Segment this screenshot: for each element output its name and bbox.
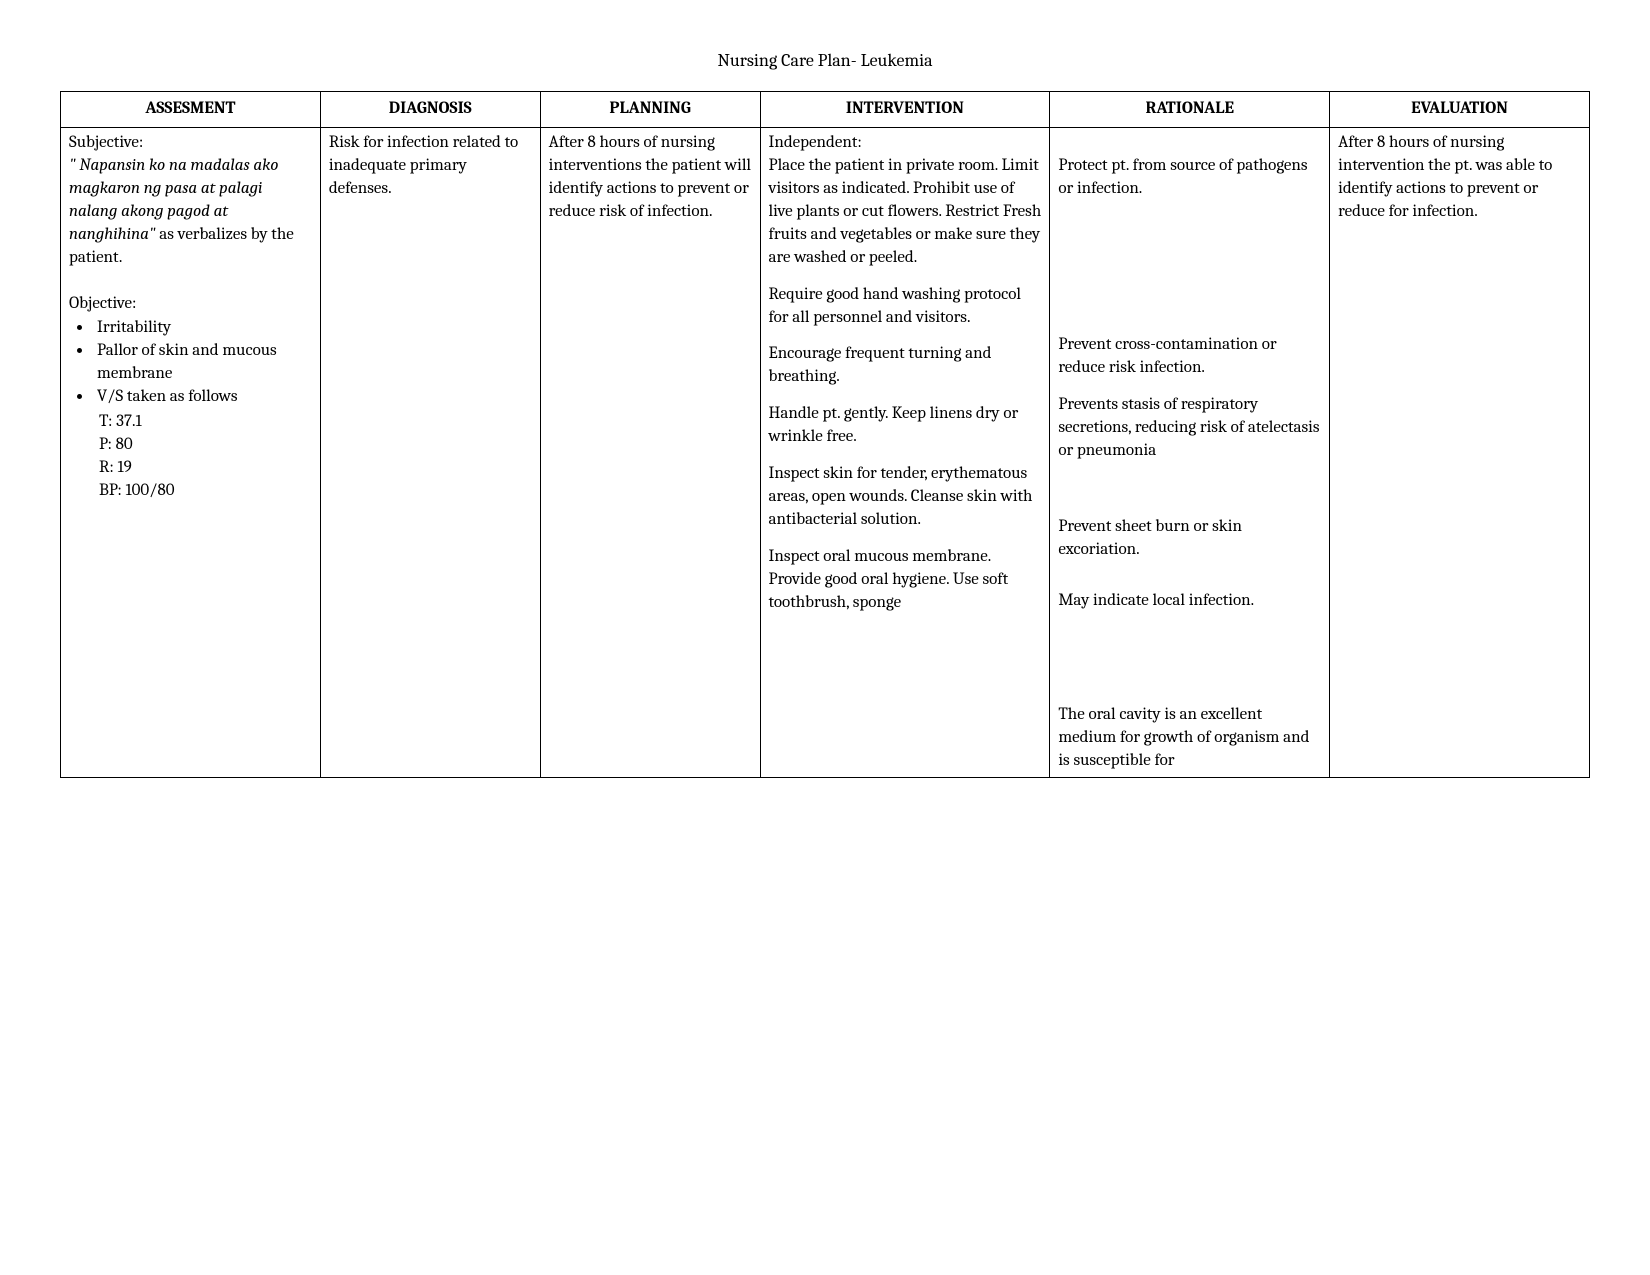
objective-label: Objective: [69, 294, 137, 313]
col-rationale: RATIONALE [1050, 92, 1330, 128]
cell-evaluation: After 8 hours of nursing intervention th… [1330, 127, 1590, 777]
intervention-3: Encourage frequent turning and breathing… [769, 343, 1042, 389]
list-item: Pallor of skin and mucous membrane [93, 340, 312, 386]
subjective-label: Subjective: [69, 133, 143, 152]
rationale-4: Prevent sheet burn or skin excoriation. [1058, 516, 1321, 576]
vital-sign-r: R: 19 [99, 457, 312, 480]
cell-planning: After 8 hours of nursing interventions t… [540, 127, 760, 777]
cell-rationale: Protect pt. from source of pathogens or … [1050, 127, 1330, 777]
rationale-1: Protect pt. from source of pathogens or … [1058, 155, 1321, 320]
intervention-4: Handle pt. gently. Keep linens dry or wr… [769, 403, 1042, 449]
intervention-1: Place the patient in private room. Limit… [769, 155, 1042, 270]
cell-assessment: Subjective: " Napansin ko na madalas ako… [61, 127, 321, 777]
col-assessment: ASSESMENT [61, 92, 321, 128]
list-item: Irritability [93, 317, 312, 340]
vital-sign-bp: BP: 100/80 [99, 480, 312, 503]
care-plan-table: ASSESMENT DIAGNOSIS PLANNING INTERVENTIO… [60, 91, 1590, 778]
list-item: V/S taken as follows [93, 386, 312, 409]
col-planning: PLANNING [540, 92, 760, 128]
rationale-2: Prevent cross-contamination or reduce ri… [1058, 334, 1321, 380]
table-row: Subjective: " Napansin ko na madalas ako… [61, 127, 1590, 777]
objective-list: Irritability Pallor of skin and mucous m… [93, 317, 312, 409]
table-header-row: ASSESMENT DIAGNOSIS PLANNING INTERVENTIO… [61, 92, 1590, 128]
vital-sign-p: P: 80 [99, 434, 312, 457]
col-evaluation: EVALUATION [1330, 92, 1590, 128]
cell-intervention: Independent: Place the patient in privat… [760, 127, 1050, 777]
rationale-3: Prevents stasis of respiratory secretion… [1058, 394, 1321, 502]
independent-label: Independent: [769, 133, 862, 152]
col-diagnosis: DIAGNOSIS [320, 92, 540, 128]
intervention-5: Inspect skin for tender, erythematous ar… [769, 463, 1042, 532]
page-title: Nursing Care Plan- Leukemia [60, 50, 1590, 71]
vital-sign-t: T: 37.1 [99, 411, 312, 434]
intervention-2: Require good hand washing protocol for a… [769, 284, 1042, 330]
intervention-6: Inspect oral mucous membrane. Provide go… [769, 546, 1042, 615]
rationale-6: The oral cavity is an excellent medium f… [1058, 704, 1321, 773]
rationale-5: May indicate local infection. [1058, 590, 1321, 690]
col-intervention: INTERVENTION [760, 92, 1050, 128]
cell-diagnosis: Risk for infection related to inadequate… [320, 127, 540, 777]
